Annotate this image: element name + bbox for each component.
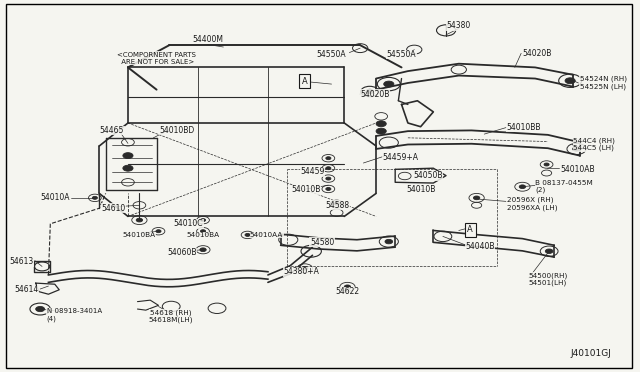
Text: 54459+A: 54459+A [383,153,419,161]
Text: 20596X (RH)
20596XA (LH): 20596X (RH) 20596XA (LH) [506,197,557,211]
Text: 54588: 54588 [326,201,350,210]
Text: 54465: 54465 [100,126,124,135]
Circle shape [573,147,580,151]
Text: 54020B: 54020B [522,49,552,58]
Text: 54060B: 54060B [167,248,196,257]
Circle shape [123,153,133,158]
Circle shape [544,163,549,166]
Text: 54020B: 54020B [360,90,390,99]
Circle shape [326,187,331,190]
Circle shape [326,177,331,180]
Circle shape [326,157,331,160]
Circle shape [366,89,374,94]
Text: <COMPORNENT PARTS
 ARE NOT FOR SALE>: <COMPORNENT PARTS ARE NOT FOR SALE> [117,52,196,65]
Text: 54040B: 54040B [465,241,495,250]
Circle shape [565,78,575,84]
Text: 54380+A: 54380+A [283,267,319,276]
Circle shape [545,249,553,253]
Text: 54613: 54613 [10,257,34,266]
Text: 54010BA: 54010BA [186,232,220,238]
Circle shape [344,285,351,289]
Circle shape [474,196,480,200]
Text: 54524N (RH)
54525N (LH): 54524N (RH) 54525N (LH) [580,76,627,90]
Text: A: A [467,225,473,234]
Text: 54010B: 54010B [406,185,436,194]
Text: 54500(RH)
54501(LH): 54500(RH) 54501(LH) [529,272,568,286]
Text: 54010AB: 54010AB [561,165,595,174]
Text: 54010AA: 54010AA [250,232,284,238]
Text: 54618 (RH)
54618M(LH): 54618 (RH) 54618M(LH) [149,310,193,324]
Text: 54010BB: 54010BB [506,123,541,132]
Circle shape [156,230,161,233]
Text: 54010A: 54010A [40,193,69,202]
Circle shape [301,266,308,270]
Text: 54614: 54614 [15,285,39,294]
Circle shape [376,128,387,134]
Text: 54610: 54610 [102,204,126,213]
Text: A: A [302,77,308,86]
Text: 54459: 54459 [300,167,324,176]
Circle shape [200,230,205,233]
Text: 544C4 (RH)
544C5 (LH): 544C4 (RH) 544C5 (LH) [573,138,615,151]
Circle shape [36,307,45,312]
Circle shape [123,165,133,171]
Circle shape [245,234,250,236]
Text: 54400M: 54400M [192,35,223,44]
Text: B 08137-0455M
(2): B 08137-0455M (2) [535,180,593,193]
Text: 54622: 54622 [335,287,360,296]
Text: N 08918-3401A
(4): N 08918-3401A (4) [47,308,102,322]
Circle shape [200,219,205,222]
Text: 54050B: 54050B [413,171,442,180]
Circle shape [384,81,394,87]
Text: 54010C: 54010C [173,219,203,228]
Text: 54010B: 54010B [291,185,321,194]
Text: 54580: 54580 [310,238,334,247]
Text: 54380: 54380 [447,22,471,31]
Text: 54550A: 54550A [317,50,346,59]
Circle shape [519,185,525,189]
Text: J40101GJ: J40101GJ [571,349,611,358]
Circle shape [200,248,206,251]
Text: 54010BA: 54010BA [123,232,156,238]
Circle shape [385,239,392,244]
Circle shape [376,121,387,127]
Circle shape [326,167,331,170]
Text: 54550A: 54550A [387,50,417,59]
Circle shape [92,196,97,199]
Text: 54010BD: 54010BD [160,126,195,135]
Circle shape [136,218,143,222]
Circle shape [334,202,339,205]
